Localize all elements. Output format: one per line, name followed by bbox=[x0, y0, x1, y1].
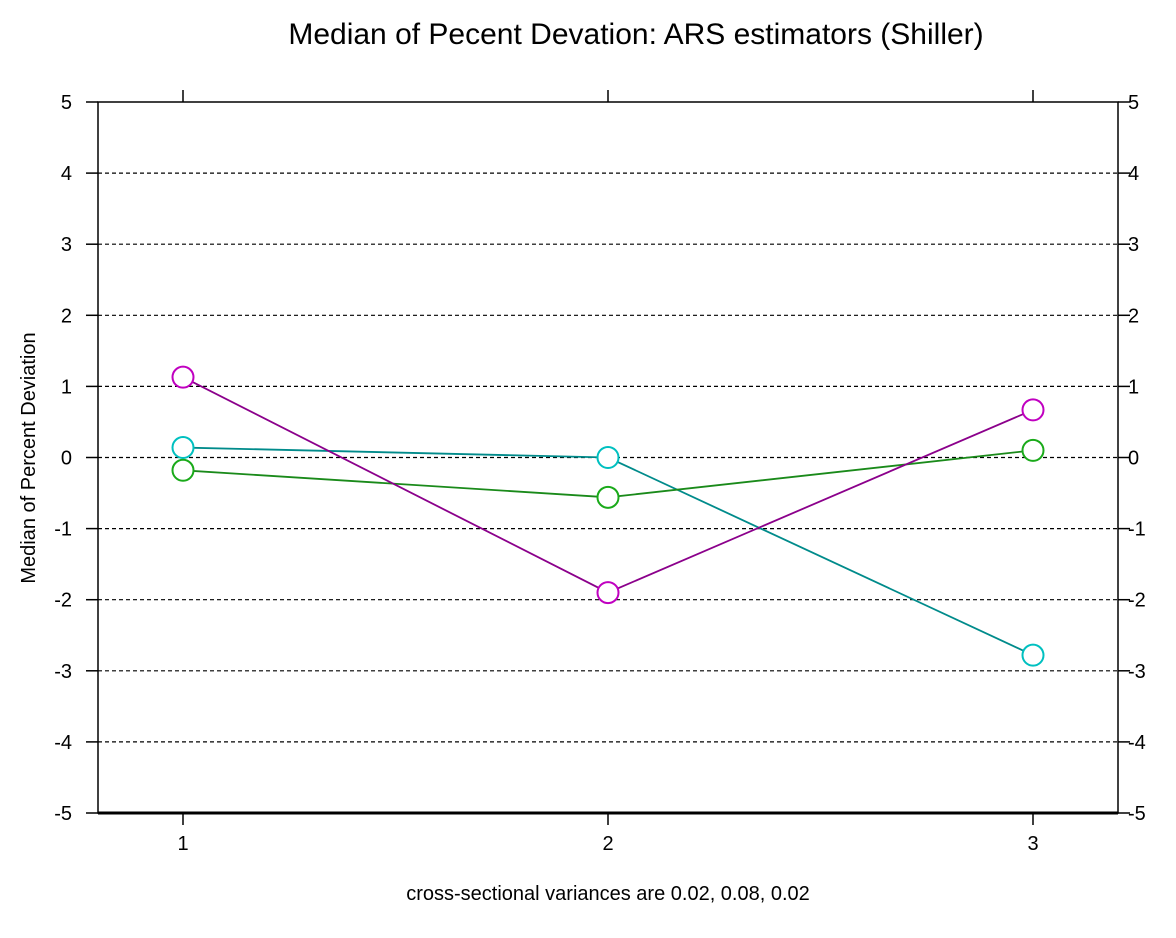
data-point bbox=[1021, 643, 1045, 667]
y-tick-label-right: -1 bbox=[1128, 519, 1146, 541]
series-1 bbox=[171, 436, 1045, 667]
data-point bbox=[596, 581, 620, 605]
gridlines bbox=[98, 172, 1118, 743]
y-tick-label-left: -5 bbox=[54, 803, 72, 825]
y-tick-label-left: -4 bbox=[54, 732, 72, 754]
y-tick-label-right: 5 bbox=[1128, 92, 1139, 114]
y-tick-label-left: 2 bbox=[61, 305, 72, 327]
y-tick-label-left: 0 bbox=[61, 448, 72, 470]
y-tick-label-left: 3 bbox=[61, 234, 72, 256]
y-tick-label-right: 0 bbox=[1128, 448, 1139, 470]
y-tick-label-left: -3 bbox=[54, 661, 72, 683]
data-point bbox=[1021, 438, 1045, 462]
y-tick-label-left: 1 bbox=[61, 376, 72, 398]
series-2 bbox=[171, 438, 1045, 509]
y-tick-label-right: -4 bbox=[1128, 732, 1146, 754]
data-point bbox=[596, 446, 620, 469]
y-tick-label-right: 1 bbox=[1128, 376, 1139, 398]
x-axis-label: cross-sectional variances are 0.02, 0.08… bbox=[406, 883, 810, 905]
x-tick-label: 3 bbox=[1027, 833, 1038, 855]
y-tick-label-left: -1 bbox=[54, 519, 72, 541]
y-tick-label-right: -2 bbox=[1128, 590, 1146, 612]
y-tick-label-right: 2 bbox=[1128, 305, 1139, 327]
data-point bbox=[171, 436, 195, 460]
y-tick-label-left: -2 bbox=[54, 590, 72, 612]
series-line bbox=[182, 376, 1034, 594]
y-tick-label-left: 4 bbox=[61, 163, 72, 185]
y-tick-label-right: -5 bbox=[1128, 803, 1146, 825]
y-tick-label-right: -3 bbox=[1128, 661, 1146, 683]
x-tick-label: 1 bbox=[177, 833, 188, 855]
y-tick-label-right: 4 bbox=[1128, 163, 1139, 185]
series-group bbox=[171, 365, 1045, 667]
x-tick-label: 2 bbox=[602, 833, 613, 855]
series-3 bbox=[171, 365, 1045, 605]
data-point bbox=[1021, 398, 1045, 422]
axis-ticks: -5 -5 -4 -4 -3 -3 -2 -2 -1 -1 0 0 1 1 2 2 3 3 4 4 5 5 1 2 3 bbox=[54, 90, 1146, 855]
data-point bbox=[171, 365, 195, 389]
data-point bbox=[171, 458, 195, 482]
data-point bbox=[596, 485, 620, 509]
y-axis-label: Median of Percent Deviation bbox=[18, 332, 40, 583]
y-tick-label-right: 3 bbox=[1128, 234, 1139, 256]
y-tick-label-left: 5 bbox=[61, 92, 72, 114]
chart-title: Median of Pecent Devation: ARS estimator… bbox=[288, 18, 983, 51]
